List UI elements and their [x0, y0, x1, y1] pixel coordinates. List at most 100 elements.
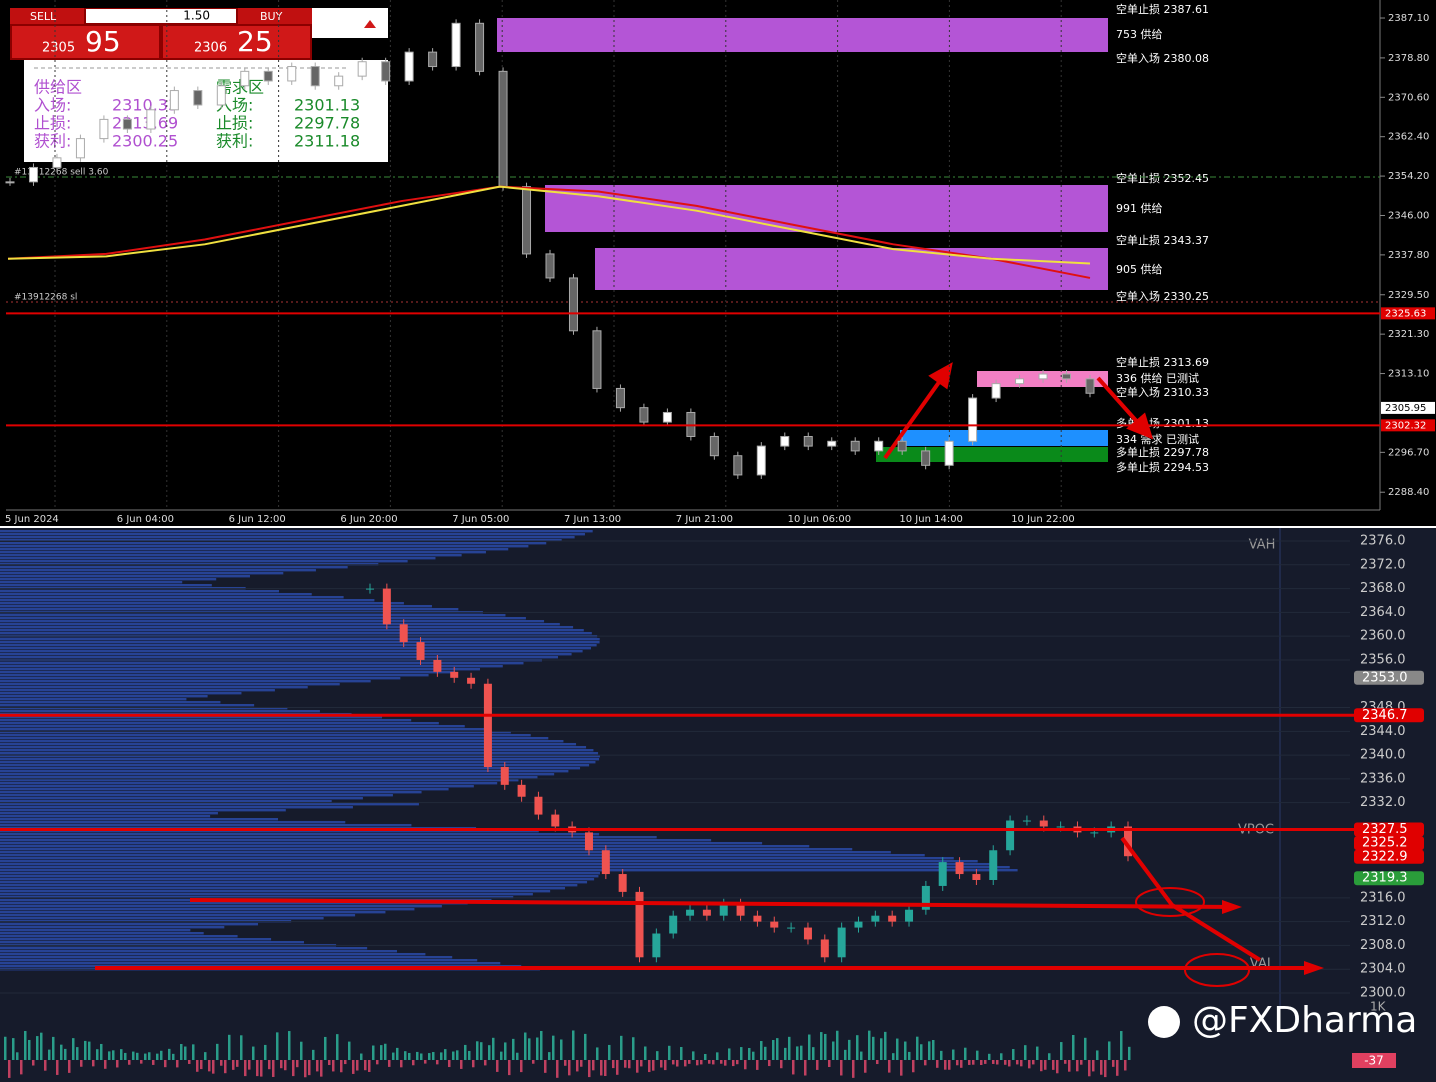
volume-bar	[136, 1052, 139, 1060]
volume-bar	[36, 1036, 39, 1060]
profile-bar	[0, 557, 436, 560]
volume-bar	[256, 1060, 259, 1077]
y-tick-label: 2288.40	[1388, 487, 1429, 498]
price-tag	[1354, 836, 1424, 851]
candle	[615, 387, 625, 409]
candle	[99, 118, 109, 140]
arrow-head	[928, 362, 953, 390]
volume-bar	[952, 1049, 955, 1060]
profile-bar	[0, 614, 506, 617]
profile-bar	[0, 743, 577, 746]
x-tick-label: 6 Jun 12:00	[229, 514, 286, 525]
volume-bar	[88, 1041, 91, 1060]
volume-bar	[368, 1060, 371, 1072]
panel-toggle[interactable]	[312, 8, 388, 38]
volume-bar	[652, 1060, 655, 1071]
volume-bar	[1032, 1060, 1035, 1065]
sell-button[interactable]	[10, 8, 84, 24]
volume-bar	[772, 1040, 775, 1060]
price-tag-label: 2302.32	[1385, 420, 1426, 431]
volume-bar	[264, 1044, 267, 1060]
volume-bar	[160, 1050, 163, 1060]
candle	[991, 383, 1001, 399]
volume-bar	[956, 1060, 959, 1066]
profile-bar	[0, 641, 600, 644]
sell-price[interactable]	[12, 26, 159, 58]
volume-bar	[148, 1052, 151, 1060]
profile-bar	[0, 860, 978, 863]
arrow-head	[1304, 961, 1324, 975]
profile-bar	[0, 581, 183, 584]
volume-bar	[364, 1060, 367, 1071]
volume-bar	[72, 1038, 75, 1060]
lot-input[interactable]	[86, 9, 236, 23]
price-tag	[1354, 670, 1424, 685]
volume-bar	[112, 1050, 115, 1060]
volume-bar	[812, 1047, 815, 1060]
volume-bar	[720, 1060, 723, 1064]
profile-bar	[0, 728, 489, 731]
profile-bar	[0, 623, 560, 626]
volume-bar	[472, 1060, 475, 1068]
profile-bar	[0, 875, 599, 878]
volume-bar	[1012, 1049, 1015, 1060]
volume-bar	[876, 1060, 879, 1065]
volume-bar	[456, 1050, 459, 1060]
profile-bar	[0, 542, 547, 545]
candle	[551, 814, 560, 827]
candle	[780, 435, 790, 447]
volume-bar	[1004, 1060, 1007, 1065]
volume-bar	[1128, 1046, 1131, 1060]
profile-bar	[0, 776, 538, 779]
profile-bar	[0, 575, 250, 578]
volume-bar	[304, 1060, 307, 1078]
price-tag-label: 2327.5	[1362, 822, 1408, 837]
profile-bar	[0, 602, 404, 605]
volume-bar	[624, 1060, 627, 1068]
candle	[1022, 820, 1031, 822]
candle	[122, 118, 132, 130]
profile-bar	[0, 821, 346, 824]
volume-bar	[196, 1060, 199, 1072]
volume-bar	[980, 1060, 983, 1065]
profile-bar	[0, 593, 312, 596]
x-tick-label: 10 Jun 14:00	[899, 514, 963, 525]
profile-bar	[0, 710, 320, 713]
volume-bar	[104, 1060, 107, 1069]
volume-bar	[488, 1045, 491, 1060]
volume-bar	[240, 1035, 243, 1060]
candle	[827, 440, 837, 447]
volume-bar	[300, 1041, 303, 1060]
sell-label: SELL	[30, 10, 57, 23]
price-tag-label: 2346.7	[1362, 708, 1408, 723]
profile-bar	[0, 596, 344, 599]
profile-bar	[0, 668, 480, 671]
volume-tag	[1352, 1053, 1396, 1068]
volume-bar	[120, 1049, 123, 1060]
profile-bar	[0, 536, 575, 539]
y-tick-label: 2316.0	[1360, 890, 1406, 905]
volume-bar	[280, 1060, 283, 1069]
volume-bar	[152, 1060, 155, 1065]
profile-bar	[0, 647, 591, 650]
volume-bar	[640, 1060, 643, 1067]
volume-bar	[644, 1046, 647, 1060]
volume-bar	[168, 1048, 171, 1060]
zone-label: 空单止损 2313.69	[1116, 355, 1209, 369]
y-tick-label: 2332.0	[1360, 795, 1406, 810]
buy-price[interactable]	[163, 26, 310, 58]
volume-bar	[180, 1044, 183, 1060]
profile-bar	[0, 707, 288, 710]
profile-bar	[0, 752, 599, 755]
volume-bar	[620, 1035, 623, 1060]
volume-bar	[628, 1060, 631, 1069]
volume-bar	[748, 1048, 751, 1060]
volume-bar	[332, 1060, 335, 1072]
buy-button[interactable]	[238, 8, 312, 24]
volume-bar	[124, 1052, 127, 1060]
profile-bar	[0, 833, 600, 836]
volume-bar	[836, 1030, 839, 1060]
candle	[719, 903, 728, 916]
volume-bar	[8, 1060, 11, 1078]
profile-bar	[0, 953, 426, 956]
